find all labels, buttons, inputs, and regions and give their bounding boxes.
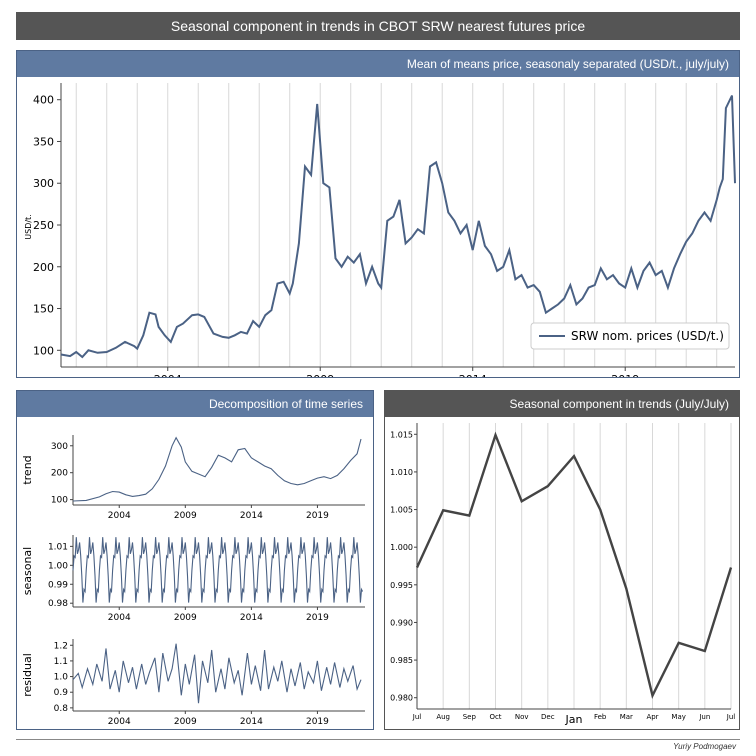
trend-y-tick-label: 200 [51, 469, 68, 479]
residual-axis-label: residual [21, 653, 34, 697]
y-tick-label: 200 [33, 261, 54, 274]
trend-x-tick-label: 2019 [306, 511, 329, 521]
main-panel-header: Mean of means price, seasonaly separated… [17, 51, 739, 77]
seasonal-x-tick-label: 2019 [306, 613, 329, 623]
y-tick-label: 1.010 [390, 468, 413, 477]
trend-x-tick-label: 2004 [108, 511, 131, 521]
decomposition-panel-header: Decomposition of time series [17, 391, 373, 417]
x-tick-label: Jun [698, 713, 710, 721]
seasonal-x-tick-label: 2014 [240, 613, 263, 623]
y-tick-label: 1.000 [390, 543, 413, 552]
page-title-banner: Seasonal component in trends in CBOT SRW… [16, 12, 740, 40]
y-tick-label: 1.015 [390, 430, 413, 439]
x-tick-label: 2009 [306, 373, 334, 377]
seasonal-x-tick-label: 2009 [174, 613, 197, 623]
residual-x-tick-label: 2004 [108, 717, 131, 727]
residual-y-tick-label: 1.2 [54, 641, 68, 651]
x-tick-label: Nov [515, 713, 529, 721]
y-tick-label: 0.995 [390, 581, 413, 590]
x-tick-label: 2019 [611, 373, 639, 377]
y-tick-label: 250 [33, 219, 54, 232]
y-tick-label: 0.980 [390, 694, 413, 703]
seasonal-panel-title: Seasonal component in trends (July/July) [509, 397, 729, 411]
main-price-chart: 100 150 200 250 300 350 400 2004 2009 2014 2019 USD… [24, 83, 736, 386]
seasonal-y-tick-label: 0.98 [48, 599, 68, 609]
legend-label: SRW nom. prices (USD/t.) [571, 329, 724, 343]
seasonal-y-tick-label: 1.00 [48, 561, 68, 571]
srw-price-series-line [60, 95, 736, 359]
seasonal-component-line [415, 431, 733, 699]
seasonal-panel-header: Seasonal component in trends (July/July) [385, 391, 739, 417]
seasonal-y-tick-label: 0.99 [48, 580, 68, 590]
decomposition-chart: 100 200 300 2004 2009 2014 2019 trend 0.98 0.99 1.… [21, 435, 365, 727]
x-tick-label: Sep [463, 713, 477, 721]
residual-x-tick-label: 2014 [240, 717, 263, 727]
main-panel-title: Mean of means price, seasonaly separated… [406, 57, 729, 71]
x-tick-label: Oct [489, 713, 501, 721]
x-tick-label: Mar [620, 713, 633, 721]
author-credit: Yuriy Podmogaev [673, 742, 736, 751]
page-title: Seasonal component in trends in CBOT SRW… [170, 18, 586, 34]
seasonal-x-tick-label: 2004 [108, 613, 131, 623]
seasonal-component-chart: Jul Aug Sep Oct Nov Dec Jan Feb Mar Apr May Jun Jul 0… [390, 423, 736, 726]
residual-y-tick-label: 0.9 [54, 688, 69, 698]
trend-series-line [72, 436, 362, 502]
seasonal-panel: Seasonal component in trends (July/July)… [384, 390, 740, 730]
seasonal-series-line [72, 537, 364, 603]
trend-x-tick-label: 2014 [240, 511, 263, 521]
residual-x-tick-label: 2009 [174, 717, 197, 727]
y-tick-label: 0.990 [390, 618, 413, 627]
trend-y-tick-label: 300 [51, 442, 68, 452]
trend-y-tick-label: 100 [51, 496, 68, 506]
residual-x-tick-label: 2019 [306, 717, 329, 727]
y-tick-label: 300 [33, 177, 54, 190]
trend-x-tick-label: 2009 [174, 511, 197, 521]
residual-y-tick-label: 0.8 [54, 704, 69, 714]
y-tick-label: 0.985 [390, 656, 413, 665]
y-tick-label: 100 [33, 344, 54, 357]
x-tick-label: Jul [726, 713, 736, 721]
x-tick-label: Jul [412, 713, 422, 721]
decomposition-panel: Decomposition of time series 100 200 300 20… [16, 390, 374, 730]
x-tick-label: Apr [646, 713, 658, 721]
y-tick-label: 1.005 [390, 506, 413, 515]
y-tick-label: 400 [33, 94, 54, 107]
x-tick-label: Aug [436, 713, 450, 721]
trend-axis-label: trend [21, 455, 34, 484]
x-tick-label: 2014 [459, 373, 487, 377]
decomposition-panel-title: Decomposition of time series [208, 397, 363, 411]
seasonal-axis-label: seasonal [21, 547, 34, 595]
residual-y-tick-label: 1.1 [54, 657, 68, 667]
residual-series-line [72, 643, 362, 704]
seasonal-y-tick-label: 1.01 [48, 542, 68, 552]
x-tick-label: Feb [594, 713, 607, 721]
x-tick-label: Dec [541, 713, 555, 721]
y-tick-label: 150 [33, 303, 54, 316]
y-tick-label: 350 [33, 135, 54, 148]
residual-y-tick-label: 1.0 [54, 673, 69, 683]
y-axis-label: USD/t. [24, 214, 33, 239]
x-tick-label: 2004 [154, 373, 182, 377]
footer-divider [16, 739, 740, 740]
main-chart-panel: Mean of means price, seasonaly separated… [16, 50, 740, 386]
legend-box [530, 322, 730, 350]
x-tick-label: Jan [565, 713, 583, 726]
x-tick-label: May [671, 713, 685, 721]
